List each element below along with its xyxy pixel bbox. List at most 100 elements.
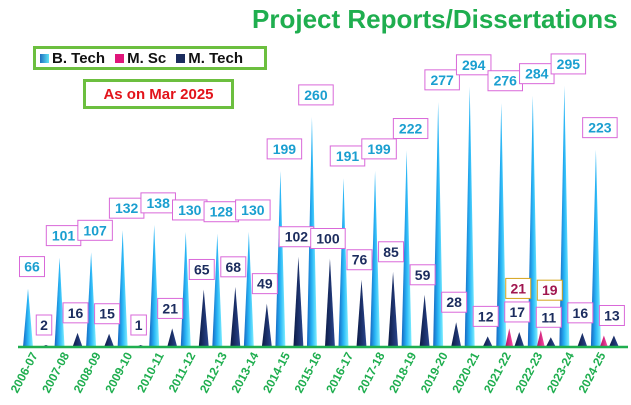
- label-btech-2011-12: 130: [178, 202, 202, 218]
- label-btech-2006-07-box: [19, 256, 45, 278]
- legend-item-btech: B. Tech: [40, 50, 105, 67]
- x-tick-2007-08: 2007-08: [39, 350, 72, 396]
- label-mtech-2006-07-box: [35, 314, 53, 336]
- label-btech-2007-08: 101: [52, 228, 76, 244]
- label-mtech-2008-09: 15: [99, 306, 115, 322]
- x-tick-2011-12: 2011-12: [166, 350, 199, 395]
- bar-btech-2016-17: [338, 177, 349, 347]
- label-mtech-2022-23-box: [535, 306, 562, 328]
- bar-btech-2011-12: [180, 231, 191, 347]
- bar-mtech-2013-14: [261, 303, 272, 347]
- label-mtech-2017-18: 85: [383, 244, 399, 260]
- label-btech-2014-15-box: [266, 138, 303, 160]
- label-mtech-2009-10-box: [130, 314, 147, 336]
- label-mtech-2013-14-box: [251, 273, 278, 295]
- label-btech-2020-21-box: [455, 54, 492, 76]
- label-btech-2006-07: 66: [24, 259, 40, 275]
- label-mtech-2010-11: 21: [162, 300, 178, 316]
- label-mtech-2021-22-box: [504, 301, 531, 323]
- label-btech-2018-19: 222: [399, 121, 423, 137]
- label-btech-2023-24-box: [550, 53, 587, 75]
- label-msc-2021-22-box: [505, 277, 532, 299]
- x-tick-2023-24: 2023-24: [544, 350, 577, 396]
- label-mtech-2023-24: 16: [573, 305, 589, 321]
- bar-msc-2021-22: [505, 328, 514, 347]
- label-mtech-2015-16: 100: [316, 231, 340, 247]
- bar-btech-2024-25: [590, 149, 601, 347]
- label-btech-2024-25: 223: [588, 120, 612, 136]
- bar-btech-2020-21: [464, 86, 475, 347]
- x-tick-2024-25: 2024-25: [576, 350, 609, 396]
- bar-btech-2021-22: [496, 102, 507, 348]
- bar-btech-2010-11: [149, 224, 160, 347]
- label-mtech-2008-09-box: [94, 303, 121, 325]
- label-mtech-2018-19: 59: [415, 267, 431, 283]
- legend-label-mtech: M. Tech: [188, 49, 243, 67]
- bar-msc-2024-25: [599, 335, 608, 347]
- label-btech-2008-09: 107: [83, 222, 107, 238]
- label-mtech-2007-08: 16: [68, 305, 84, 321]
- bar-mtech-2021-22: [514, 331, 525, 347]
- x-tick-2022-23: 2022-23: [512, 350, 545, 396]
- bar-btech-2007-08: [54, 257, 65, 347]
- bar-btech-2009-10: [117, 230, 128, 347]
- bar-btech-2008-09: [86, 252, 97, 347]
- x-tick-2019-20: 2019-20: [418, 350, 451, 396]
- x-tick-2013-14: 2013-14: [228, 350, 261, 396]
- label-btech-2013-14: 130: [241, 202, 265, 218]
- label-btech-2017-18-box: [361, 138, 397, 160]
- bar-msc-2022-23: [536, 330, 545, 347]
- label-msc-2022-23: 19: [542, 282, 558, 298]
- x-tick-2010-11: 2010-11: [134, 350, 167, 395]
- label-btech-2024-25-box: [582, 117, 618, 139]
- label-mtech-2020-21: 12: [478, 308, 494, 324]
- x-tick-2018-19: 2018-19: [386, 350, 419, 396]
- bar-mtech-2022-23: [545, 337, 556, 347]
- bar-mtech-2007-08: [72, 332, 83, 347]
- bar-mtech-2017-18: [388, 271, 399, 347]
- legend: B. Tech M. Sc M. Tech: [33, 46, 267, 70]
- label-btech-2010-11: 138: [147, 195, 171, 211]
- bar-mtech-2016-17: [356, 279, 367, 347]
- label-mtech-2023-24-box: [567, 302, 594, 324]
- bar-btech-2018-19: [401, 150, 412, 347]
- label-btech-2008-09-box: [77, 219, 113, 241]
- label-mtech-2010-11-box: [157, 297, 184, 319]
- bar-mtech-2011-12: [198, 289, 209, 347]
- label-mtech-2021-22: 17: [509, 304, 525, 320]
- label-btech-2019-20-box: [424, 69, 460, 91]
- label-mtech-2024-25: 13: [604, 307, 620, 323]
- label-btech-2020-21: 294: [462, 57, 486, 73]
- label-btech-2022-23: 284: [525, 66, 549, 82]
- label-btech-2012-13: 128: [210, 204, 234, 220]
- label-btech-2014-15: 199: [273, 141, 297, 157]
- label-mtech-2020-21-box: [472, 305, 499, 327]
- bar-mtech-2008-09: [104, 333, 115, 347]
- as-of-note: As on Mar 2025: [83, 79, 234, 109]
- label-mtech-2013-14: 49: [257, 276, 273, 292]
- legend-label-btech: B. Tech: [52, 49, 106, 67]
- bar-btech-2013-14: [243, 231, 254, 347]
- label-mtech-2007-08-box: [62, 302, 89, 324]
- label-mtech-2012-13: 68: [226, 259, 242, 275]
- legend-swatch-msc: [115, 53, 125, 63]
- label-mtech-2012-13-box: [220, 256, 247, 278]
- bar-btech-2019-20: [433, 101, 444, 347]
- label-mtech-2017-18-box: [378, 241, 405, 263]
- bar-btech-2017-18: [370, 170, 381, 347]
- label-mtech-2024-25-box: [598, 304, 625, 326]
- label-btech-2013-14-box: [235, 199, 271, 221]
- x-tick-2016-17: 2016-17: [323, 350, 356, 396]
- legend-item-msc: M. Sc: [115, 50, 166, 67]
- bar-mtech-2014-15: [293, 256, 304, 347]
- x-tick-2006-07: 2006-07: [8, 350, 41, 396]
- x-tick-2015-16: 2015-16: [292, 350, 325, 396]
- bar-mtech-2010-11: [167, 328, 178, 347]
- label-btech-2016-17: 191: [336, 148, 360, 164]
- x-tick-2009-10: 2009-10: [102, 350, 135, 396]
- label-mtech-2014-15: 102: [285, 229, 309, 245]
- legend-swatch-mtech: [176, 53, 186, 63]
- bar-btech-2006-07: [23, 288, 33, 347]
- label-mtech-2015-16-box: [310, 228, 346, 249]
